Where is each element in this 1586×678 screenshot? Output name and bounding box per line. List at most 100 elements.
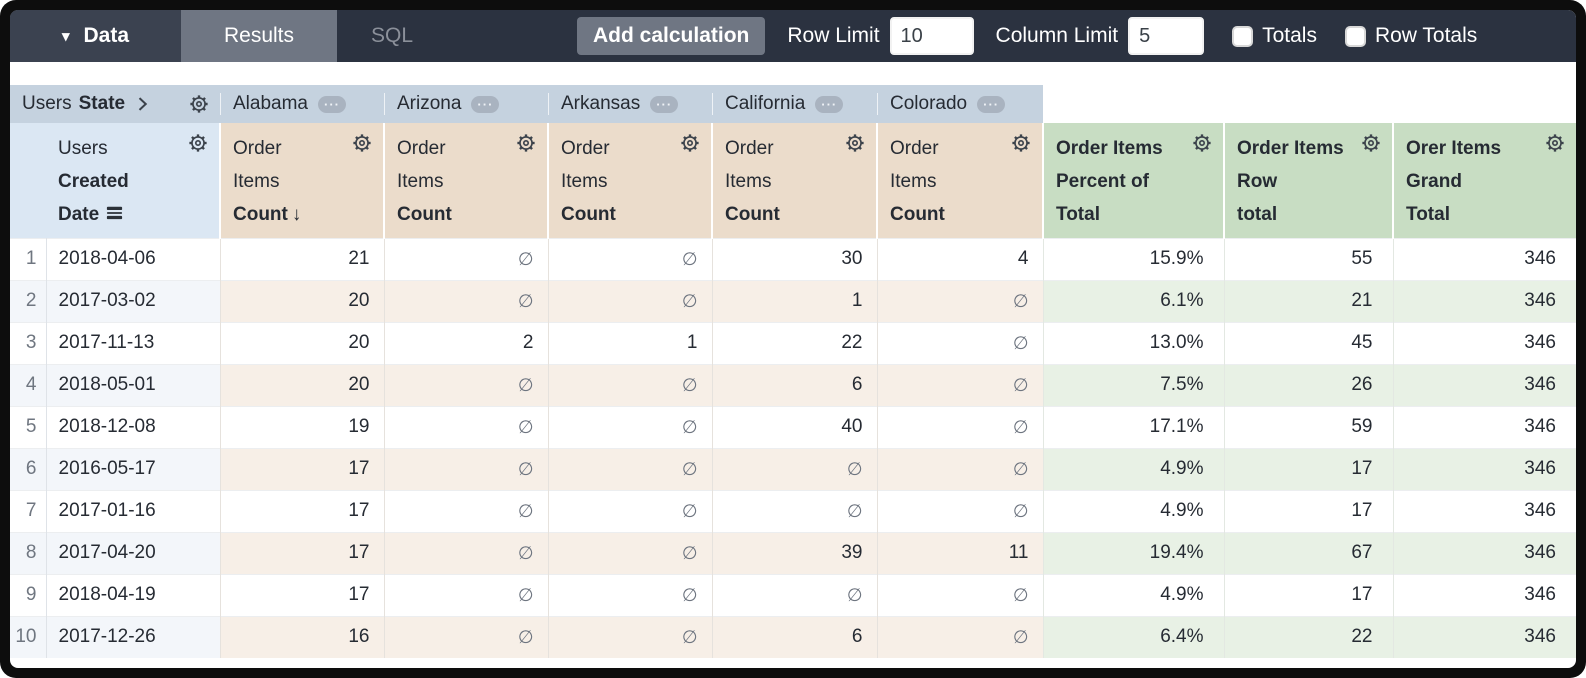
measure-cell[interactable]: ∅ <box>876 321 1043 364</box>
measure-cell[interactable]: ∅ <box>383 573 548 616</box>
measure-cell[interactable]: ∅ <box>547 405 712 448</box>
measure-cell[interactable]: 19 <box>219 405 384 448</box>
measure-cell[interactable]: 39 <box>711 531 877 574</box>
calc-cell[interactable]: 7.5% <box>1042 363 1224 406</box>
gear-icon[interactable] <box>1010 132 1032 154</box>
date-cell[interactable]: 2017-04-20 <box>46 531 220 574</box>
pivot-value-header[interactable]: Alabama ··· <box>220 85 384 123</box>
measure-cell[interactable]: 17 <box>219 447 384 490</box>
measure-cell[interactable]: ∅ <box>876 279 1043 322</box>
calc-cell[interactable]: 4.9% <box>1042 447 1224 490</box>
measure-cell[interactable]: ∅ <box>547 363 712 406</box>
totals-checkbox[interactable] <box>1232 25 1254 47</box>
measure-cell[interactable]: 20 <box>219 363 384 406</box>
date-cell[interactable]: 2017-01-16 <box>46 489 220 532</box>
calc-cell[interactable]: 19.4% <box>1042 531 1224 574</box>
measure-cell[interactable]: ∅ <box>711 447 877 490</box>
more-options-icon[interactable]: ··· <box>977 95 1006 113</box>
measure-cell[interactable]: ∅ <box>876 363 1043 406</box>
measure-cell[interactable]: ∅ <box>876 615 1043 658</box>
calc-cell[interactable]: 6.4% <box>1042 615 1224 658</box>
row-limit-input[interactable] <box>889 17 974 55</box>
date-cell[interactable]: 2018-12-08 <box>46 405 220 448</box>
calc-cell[interactable]: 17.1% <box>1042 405 1224 448</box>
measure-cell[interactable]: ∅ <box>876 447 1043 490</box>
measure-cell[interactable]: ∅ <box>383 447 548 490</box>
calc-cell[interactable]: 6.1% <box>1042 279 1224 322</box>
date-cell[interactable]: 2017-12-26 <box>46 615 220 658</box>
pivot-value-header[interactable]: Arkansas ··· <box>548 85 712 123</box>
measure-header-order-items-count[interactable]: Order Items Count <box>383 123 548 238</box>
calc-cell[interactable]: 346 <box>1392 615 1576 658</box>
measure-cell[interactable]: 17 <box>219 489 384 532</box>
measure-cell[interactable]: ∅ <box>547 573 712 616</box>
measure-cell[interactable]: ∅ <box>876 405 1043 448</box>
measure-cell[interactable]: 1 <box>547 321 712 364</box>
calc-header-percent-of-total[interactable]: Order Items Percent of Total <box>1042 123 1224 238</box>
measure-cell[interactable]: 30 <box>711 237 877 280</box>
measure-cell[interactable]: ∅ <box>547 531 712 574</box>
more-options-icon[interactable]: ··· <box>815 95 844 113</box>
more-options-icon[interactable]: ··· <box>318 95 346 113</box>
gear-icon[interactable] <box>351 132 373 154</box>
measure-cell[interactable]: 6 <box>711 615 877 658</box>
measure-cell[interactable]: 11 <box>876 531 1043 574</box>
measure-cell[interactable]: 20 <box>219 279 384 322</box>
measure-cell[interactable]: ∅ <box>383 489 548 532</box>
measure-cell[interactable]: 4 <box>876 237 1043 280</box>
measure-cell[interactable]: 40 <box>711 405 877 448</box>
gear-icon[interactable] <box>1544 132 1566 154</box>
data-menu-button[interactable]: ▾ Data <box>10 10 181 62</box>
gear-icon[interactable] <box>515 132 537 154</box>
pivot-value-header[interactable]: Arizona ··· <box>384 85 548 123</box>
dimension-header-users-created-date[interactable]: Users Created Date <box>46 123 220 238</box>
gear-icon[interactable] <box>187 132 209 154</box>
pivot-value-header[interactable]: California ··· <box>712 85 877 123</box>
calc-cell[interactable]: 346 <box>1392 447 1576 490</box>
tab-sql[interactable]: SQL <box>337 10 447 62</box>
calc-cell[interactable]: 59 <box>1223 405 1393 448</box>
measure-cell[interactable]: 17 <box>219 573 384 616</box>
calc-cell[interactable]: 346 <box>1392 573 1576 616</box>
gear-icon[interactable] <box>1191 132 1213 154</box>
measure-cell[interactable]: ∅ <box>383 279 548 322</box>
measure-cell[interactable]: 1 <box>711 279 877 322</box>
calc-cell[interactable]: 45 <box>1223 321 1393 364</box>
measure-cell[interactable]: 16 <box>219 615 384 658</box>
measure-cell[interactable]: ∅ <box>383 615 548 658</box>
calc-cell[interactable]: 67 <box>1223 531 1393 574</box>
measure-cell[interactable]: 6 <box>711 363 877 406</box>
calc-cell[interactable]: 346 <box>1392 531 1576 574</box>
calc-cell[interactable]: 21 <box>1223 279 1393 322</box>
measure-header-order-items-count[interactable]: Order Items Count <box>547 123 712 238</box>
measure-cell[interactable]: 17 <box>219 531 384 574</box>
calc-header-row-total[interactable]: Order Items Row total <box>1223 123 1393 238</box>
pivot-field-header[interactable]: Users State <box>10 85 220 123</box>
measure-header-order-items-count[interactable]: Order Items Count <box>876 123 1043 238</box>
calc-cell[interactable]: 346 <box>1392 321 1576 364</box>
gear-icon[interactable] <box>679 132 701 154</box>
calc-cell[interactable]: 346 <box>1392 489 1576 532</box>
measure-cell[interactable]: ∅ <box>547 615 712 658</box>
date-cell[interactable]: 2018-04-19 <box>46 573 220 616</box>
gear-icon[interactable] <box>188 93 210 115</box>
measure-cell[interactable]: 2 <box>383 321 548 364</box>
measure-cell[interactable]: ∅ <box>547 279 712 322</box>
date-cell[interactable]: 2017-03-02 <box>46 279 220 322</box>
measure-cell[interactable]: ∅ <box>547 237 712 280</box>
pivot-value-header[interactable]: Colorado ··· <box>877 85 1043 123</box>
calc-cell[interactable]: 346 <box>1392 405 1576 448</box>
calc-cell[interactable]: 26 <box>1223 363 1393 406</box>
more-options-icon[interactable]: ··· <box>650 95 679 113</box>
add-calculation-button[interactable]: Add calculation <box>577 17 766 55</box>
measure-cell[interactable]: 22 <box>711 321 877 364</box>
row-totals-checkbox[interactable] <box>1344 25 1366 47</box>
measure-cell[interactable]: ∅ <box>547 447 712 490</box>
calc-cell[interactable]: 346 <box>1392 279 1576 322</box>
more-options-icon[interactable]: ··· <box>471 95 500 113</box>
date-cell[interactable]: 2018-05-01 <box>46 363 220 406</box>
measure-header-order-items-count[interactable]: Order Items Count <box>711 123 877 238</box>
calc-cell[interactable]: 17 <box>1223 573 1393 616</box>
calc-header-grand-total[interactable]: Orer Items Grand Total <box>1392 123 1576 238</box>
measure-cell[interactable]: ∅ <box>547 489 712 532</box>
